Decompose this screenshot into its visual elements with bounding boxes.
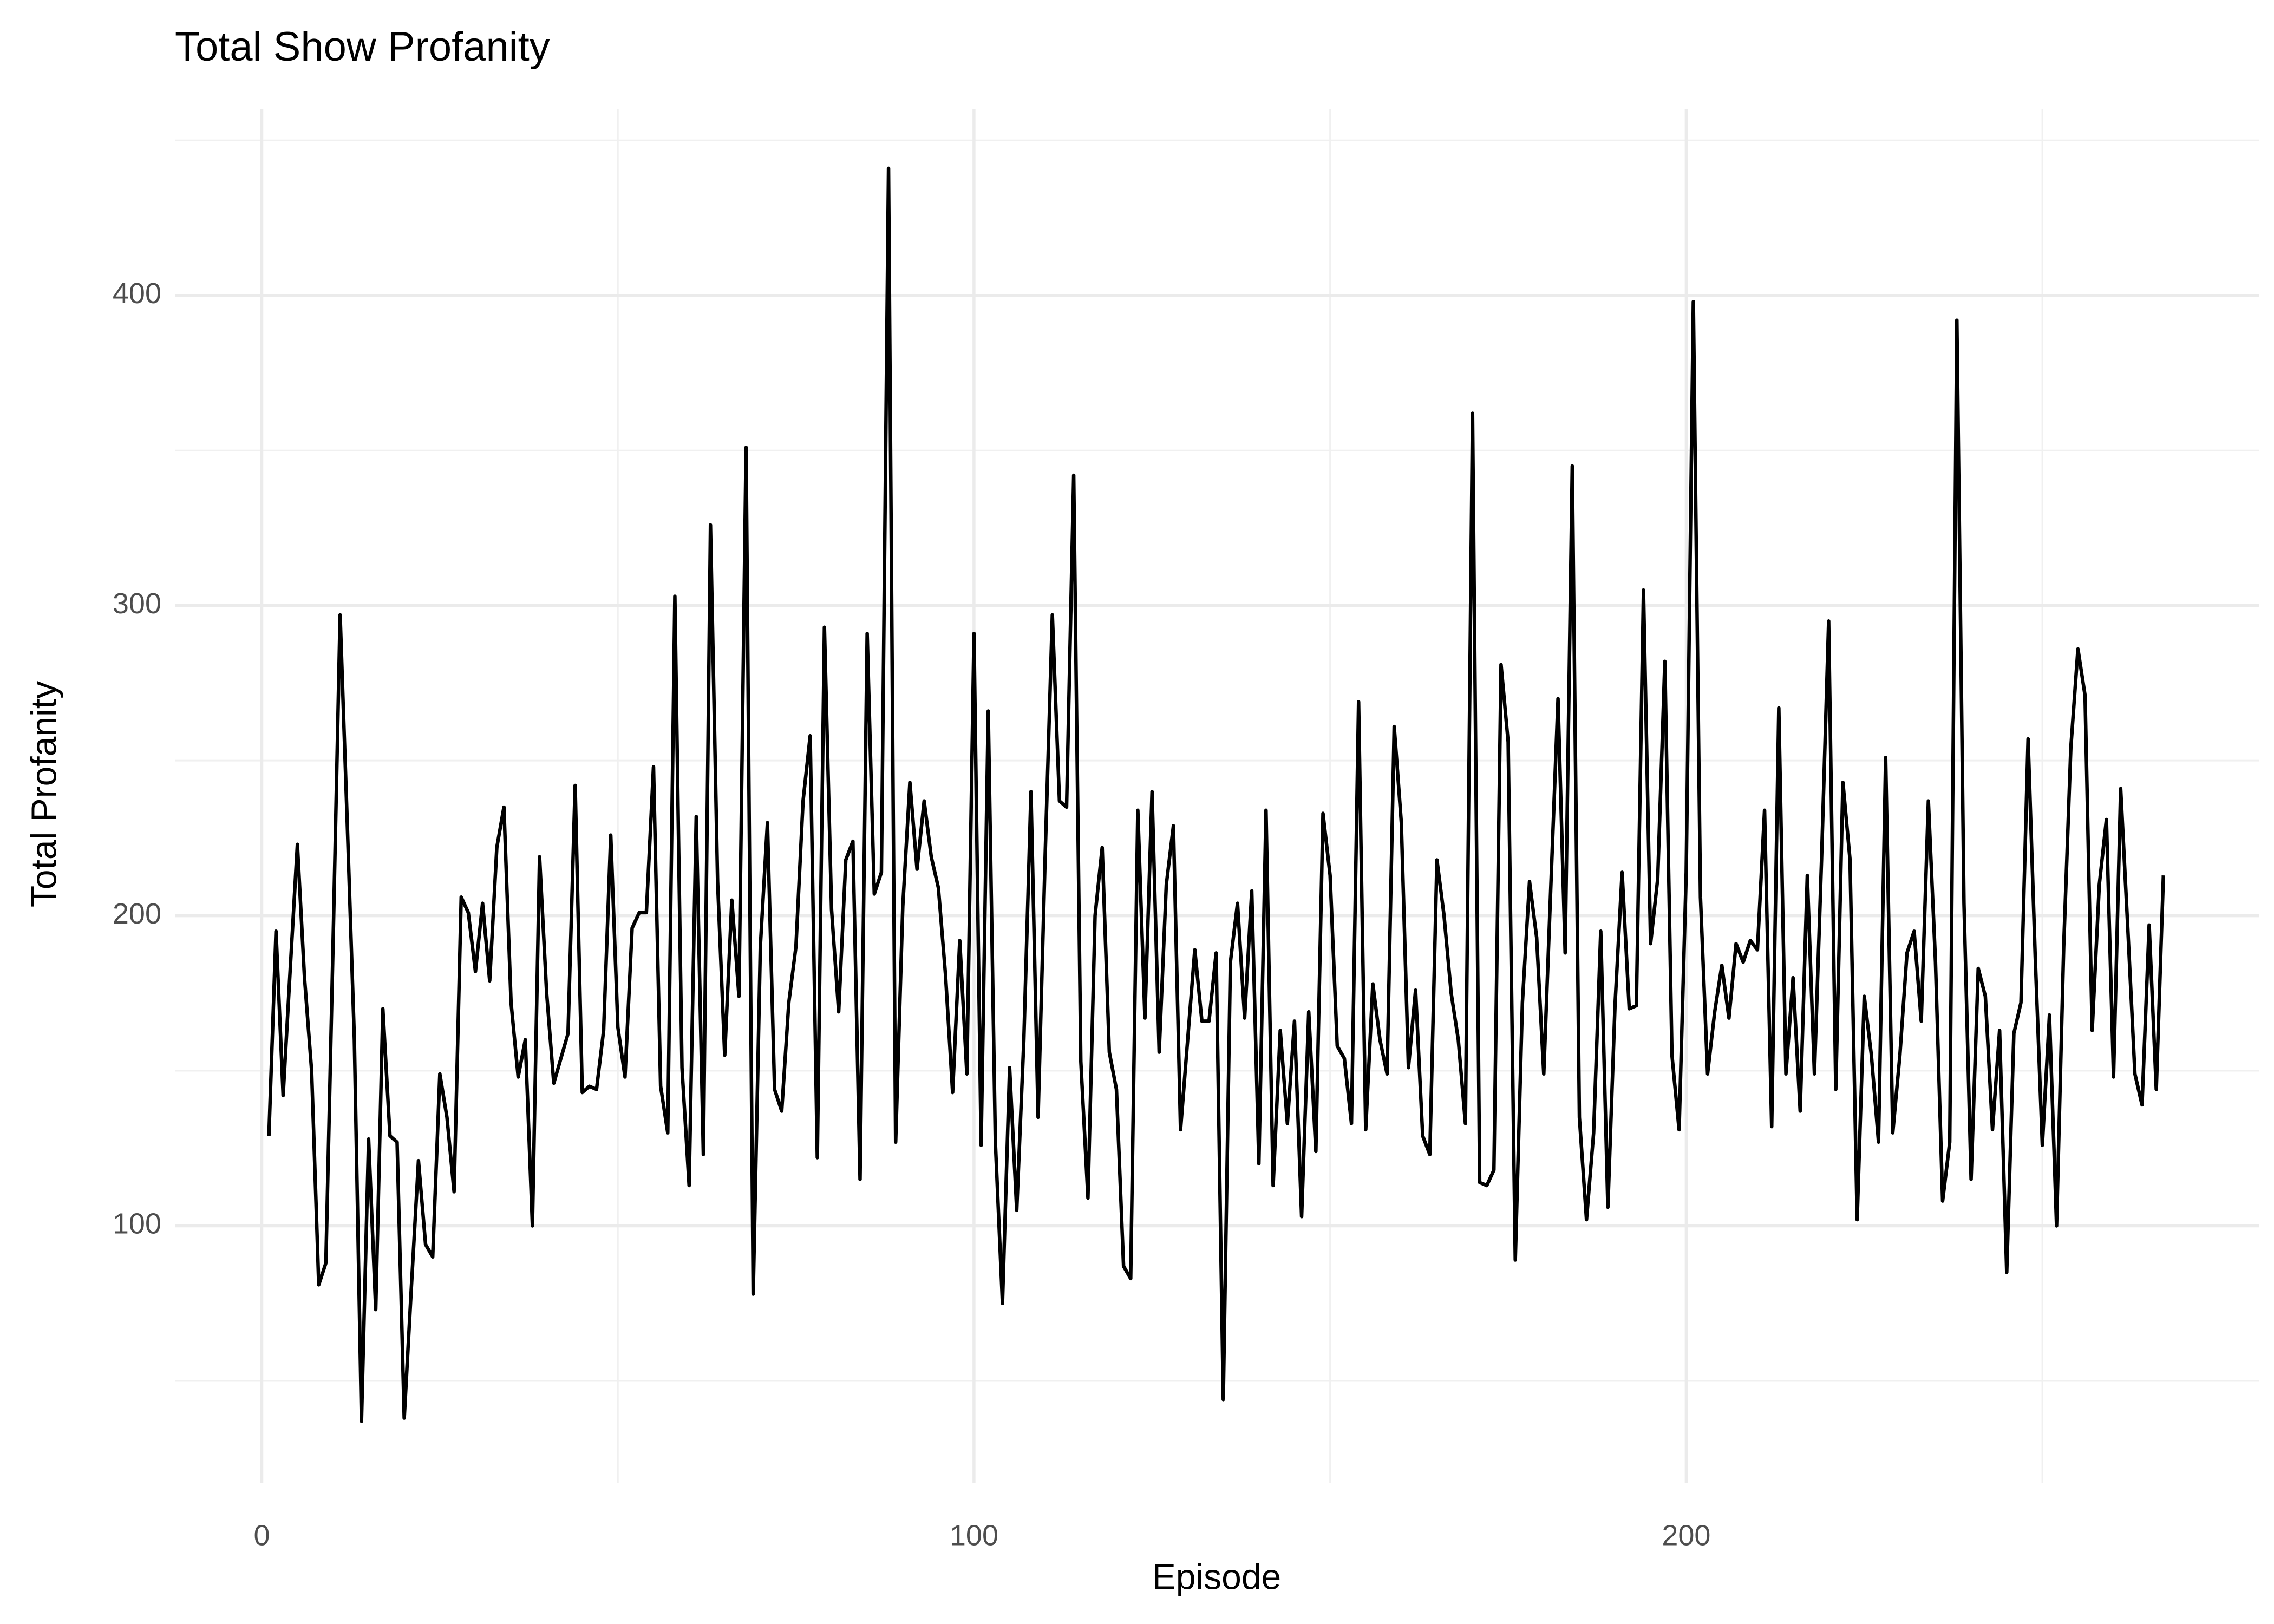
line bbox=[267, 166, 2165, 1423]
y-tick-label: 300 bbox=[113, 587, 161, 620]
chart-title: Total Show Profanity bbox=[175, 24, 550, 70]
y-axis-label: Total Profanity bbox=[23, 681, 63, 907]
x-tick-label: 100 bbox=[950, 1519, 998, 1551]
x-axis-label: Episode bbox=[1152, 1556, 1282, 1596]
y-tick-label: 100 bbox=[113, 1208, 161, 1240]
x-tick-label: 200 bbox=[1662, 1519, 1710, 1551]
x-tick-label: 0 bbox=[253, 1519, 270, 1551]
y-tick-label: 200 bbox=[113, 898, 161, 930]
y-tick-label: 400 bbox=[113, 277, 161, 310]
